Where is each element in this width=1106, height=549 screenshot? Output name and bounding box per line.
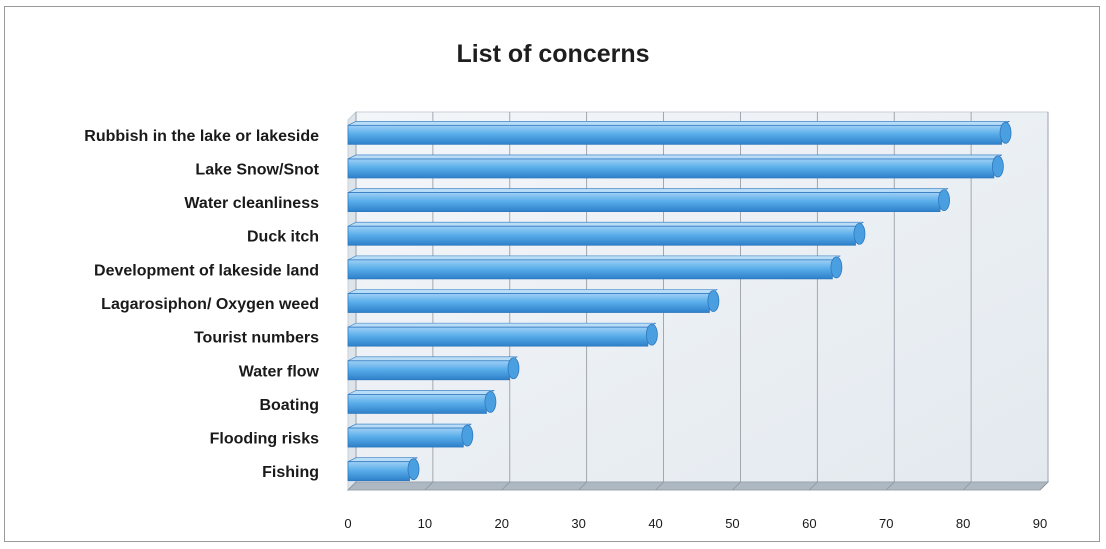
bar-top <box>347 457 418 462</box>
chart-title: List of concerns <box>456 40 650 68</box>
floor-gridline <box>885 481 895 491</box>
x-tick-label: 60 <box>802 516 816 531</box>
category-label: Tourist numbers <box>194 330 319 347</box>
bar-top <box>347 221 864 227</box>
bar <box>347 423 474 448</box>
category-labels: Rubbish in the lake or lakeside Lake Snow… <box>84 128 319 481</box>
bar-cap <box>507 357 520 380</box>
bar <box>347 457 420 482</box>
x-tick-label: 10 <box>418 516 432 531</box>
bar-top <box>347 423 472 429</box>
bar-cap <box>407 458 420 481</box>
bar-front <box>347 293 710 313</box>
bar-front <box>347 158 995 179</box>
bar <box>347 289 720 313</box>
bar-top <box>347 356 518 362</box>
bar-cap <box>991 155 1004 178</box>
bar-cap <box>830 256 843 279</box>
floor-gridline <box>732 481 741 491</box>
bar-front <box>347 427 464 448</box>
bar-cap <box>853 222 866 245</box>
x-tick-label: 70 <box>879 516 893 531</box>
x-tick-label: 40 <box>648 516 662 531</box>
bar-front <box>347 259 833 280</box>
category-label: Flooding risks <box>210 431 319 448</box>
bar-front <box>347 360 510 381</box>
floor-gridline <box>809 481 818 491</box>
x-tick-label: 50 <box>725 516 739 531</box>
bar-front <box>347 192 941 212</box>
x-tick-label: 80 <box>956 516 970 531</box>
category-label: Water cleanliness <box>184 195 319 212</box>
bar <box>347 188 950 212</box>
bar-front <box>347 225 856 246</box>
bar-front <box>347 124 1002 145</box>
bar <box>347 255 843 280</box>
bar-cap <box>484 391 497 413</box>
bar-cap <box>645 323 658 346</box>
bar-top <box>347 255 841 261</box>
bar-cap <box>999 121 1012 144</box>
category-label: Lagarosiphon/ Oxygen weed <box>101 296 319 313</box>
bar-top <box>347 121 1010 126</box>
bar-top <box>347 188 949 193</box>
x-tick-label: 90 <box>1033 516 1047 531</box>
bars <box>347 121 1012 482</box>
bar-cap <box>707 290 720 312</box>
bar-top <box>347 289 718 294</box>
category-label: Rubbish in the lake or lakeside <box>84 128 319 145</box>
category-label: Lake Snow/Snot <box>195 161 319 178</box>
bar-cap <box>461 424 474 447</box>
bar <box>347 121 1012 145</box>
floor-gridline <box>347 481 357 491</box>
floor-gridline <box>424 481 434 491</box>
bar-cap <box>938 189 950 211</box>
x-tick-label: 30 <box>571 516 585 531</box>
category-label: Development of lakeside land <box>94 262 319 279</box>
floor-gridline <box>578 481 587 491</box>
floor-gridline <box>501 481 511 491</box>
bar-front <box>347 394 487 414</box>
x-tick-label: 20 <box>495 516 509 531</box>
category-label: Water flow <box>239 363 320 380</box>
bar <box>347 322 658 347</box>
bar <box>347 356 520 381</box>
floor-gridline <box>1039 481 1049 491</box>
floor <box>346 481 1050 491</box>
bar-top <box>347 390 495 395</box>
category-label: Duck itch <box>247 229 319 246</box>
bar-front <box>347 326 649 347</box>
floor-gridline <box>655 481 664 491</box>
category-label: Boating <box>259 397 319 414</box>
x-tick-label: 0 <box>344 516 351 531</box>
category-label: Fishing <box>262 464 319 481</box>
bar-top <box>347 322 657 328</box>
floor-gridline <box>962 481 972 491</box>
bar <box>347 390 497 414</box>
bar <box>347 221 866 246</box>
x-tick-labels: 0 10 20 30 40 50 60 70 80 90 <box>344 516 1047 531</box>
bar-front <box>347 461 410 482</box>
bar-top <box>347 154 1003 160</box>
bar <box>347 154 1004 179</box>
